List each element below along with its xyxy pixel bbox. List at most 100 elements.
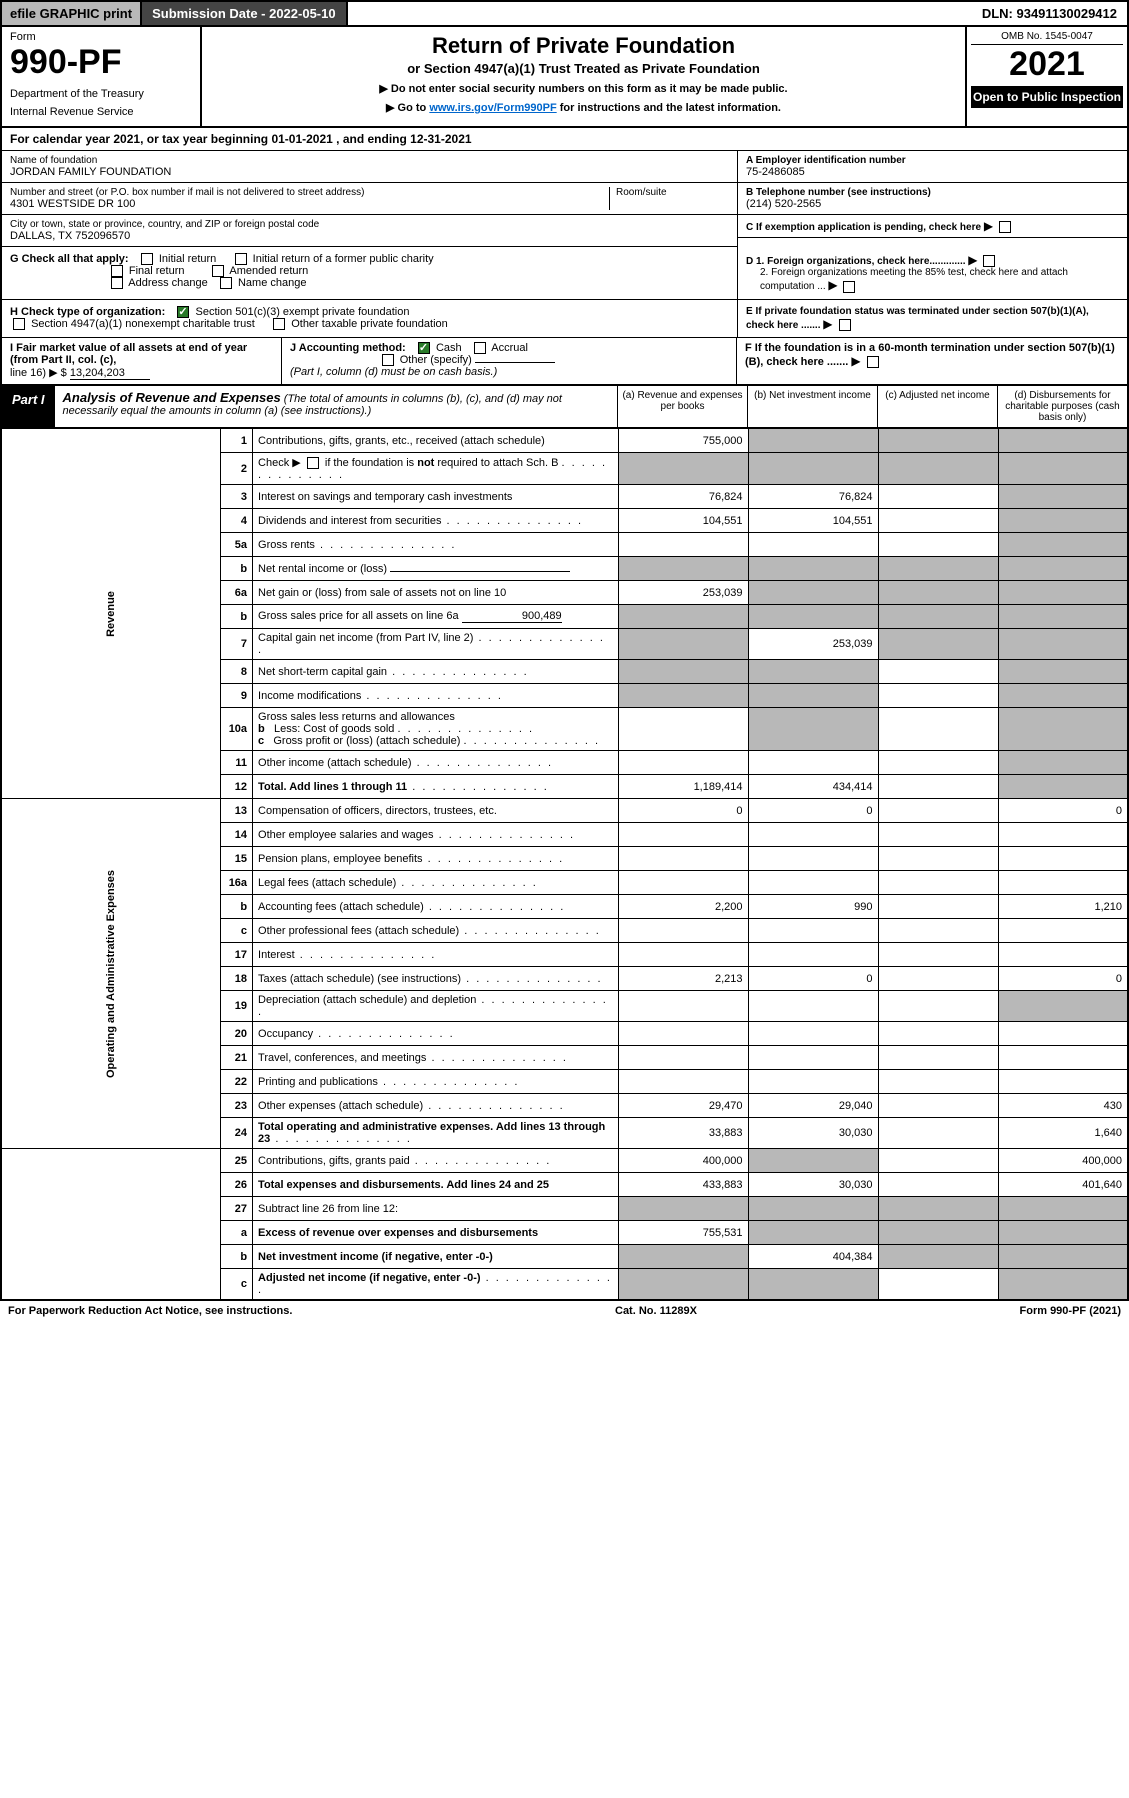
col-a bbox=[618, 660, 748, 684]
line-num: 7 bbox=[221, 629, 253, 660]
col-d: 430 bbox=[998, 1094, 1128, 1118]
col-a: 2,200 bbox=[618, 895, 748, 919]
col-a bbox=[618, 557, 748, 581]
line-num: b bbox=[221, 895, 253, 919]
line-desc: Other income (attach schedule) bbox=[253, 751, 618, 775]
part1-title-cell: Analysis of Revenue and Expenses (The to… bbox=[55, 386, 617, 427]
d1-checkbox[interactable] bbox=[983, 255, 995, 267]
sub-num: b bbox=[258, 723, 265, 735]
col-d bbox=[998, 660, 1128, 684]
form-number: 990-PF bbox=[10, 43, 192, 82]
col-b: 30,030 bbox=[748, 1173, 878, 1197]
line-desc: Taxes (attach schedule) (see instruction… bbox=[253, 967, 618, 991]
d2-checkbox[interactable] bbox=[843, 281, 855, 293]
line-num: 8 bbox=[221, 660, 253, 684]
g-initial-former-checkbox[interactable] bbox=[235, 253, 247, 265]
col-b bbox=[748, 708, 878, 751]
line-desc: Interest on savings and temporary cash i… bbox=[253, 485, 618, 509]
line-desc: Interest bbox=[253, 943, 618, 967]
col-d bbox=[998, 1269, 1128, 1301]
line-desc: Net rental income or (loss) bbox=[253, 557, 618, 581]
col-d bbox=[998, 533, 1128, 557]
col-a bbox=[618, 919, 748, 943]
col-c bbox=[878, 429, 998, 453]
line-num: b bbox=[221, 557, 253, 581]
col-d bbox=[998, 509, 1128, 533]
col-c bbox=[878, 1046, 998, 1070]
col-b: 30,030 bbox=[748, 1118, 878, 1149]
col-a bbox=[618, 943, 748, 967]
room-label: Room/suite bbox=[616, 187, 729, 198]
col-d bbox=[998, 429, 1128, 453]
h-nonexempt-checkbox[interactable] bbox=[13, 318, 25, 330]
h-other-checkbox[interactable] bbox=[273, 318, 285, 330]
g-final-checkbox[interactable] bbox=[111, 265, 123, 277]
col-c bbox=[878, 871, 998, 895]
c-checkbox[interactable] bbox=[999, 221, 1011, 233]
col-b bbox=[748, 871, 878, 895]
desc-text: Net rental income or (loss) bbox=[258, 563, 387, 575]
arrow-icon: ▶ bbox=[968, 253, 977, 267]
sch-b-checkbox[interactable] bbox=[307, 457, 319, 469]
col-b bbox=[748, 1269, 878, 1301]
desc-bold: Adjusted net income (if negative, enter … bbox=[258, 1272, 480, 1284]
line-desc: Income modifications bbox=[253, 684, 618, 708]
form-header: Form 990-PF Department of the Treasury I… bbox=[0, 27, 1129, 128]
col-b bbox=[748, 684, 878, 708]
g-section: G Check all that apply: Initial return I… bbox=[2, 247, 737, 299]
line-num: 4 bbox=[221, 509, 253, 533]
d1-label: D 1. Foreign organizations, check here..… bbox=[746, 256, 966, 267]
d-section: D 1. Foreign organizations, check here..… bbox=[737, 247, 1127, 299]
col-c bbox=[878, 1149, 998, 1173]
g-amended: Amended return bbox=[229, 265, 308, 277]
g-addr-checkbox[interactable] bbox=[111, 277, 123, 289]
note-2: ▶ Go to www.irs.gov/Form990PF for instru… bbox=[212, 101, 955, 114]
col-c bbox=[878, 991, 998, 1022]
h-exempt-checkbox[interactable] bbox=[177, 306, 189, 318]
g-initial-checkbox[interactable] bbox=[141, 253, 153, 265]
line-desc: Dividends and interest from securities bbox=[253, 509, 618, 533]
tel: (214) 520-2565 bbox=[746, 198, 1119, 210]
col-c bbox=[878, 660, 998, 684]
g-name-checkbox[interactable] bbox=[220, 277, 232, 289]
efile-label[interactable]: efile GRAPHIC print bbox=[2, 2, 142, 25]
col-a bbox=[618, 605, 748, 629]
line-num: 22 bbox=[221, 1070, 253, 1094]
col-d bbox=[998, 1070, 1128, 1094]
ein-label: A Employer identification number bbox=[746, 155, 1119, 166]
ein: 75-2486085 bbox=[746, 166, 1119, 178]
col-a: 755,531 bbox=[618, 1221, 748, 1245]
line-num: 16a bbox=[221, 871, 253, 895]
footer-left: For Paperwork Reduction Act Notice, see … bbox=[8, 1305, 292, 1317]
j-cash-checkbox[interactable] bbox=[418, 342, 430, 354]
j-other-checkbox[interactable] bbox=[382, 354, 394, 366]
col-b bbox=[748, 991, 878, 1022]
info-right: A Employer identification number 75-2486… bbox=[737, 151, 1127, 247]
note2-pre: ▶ Go to bbox=[386, 102, 429, 114]
col-a bbox=[618, 1046, 748, 1070]
e-checkbox[interactable] bbox=[839, 319, 851, 331]
line-desc: Total expenses and disbursements. Add li… bbox=[253, 1173, 618, 1197]
line-num: 27 bbox=[221, 1197, 253, 1221]
revenue-sidelabel: Revenue bbox=[1, 429, 221, 799]
irs-link[interactable]: www.irs.gov/Form990PF bbox=[429, 102, 556, 114]
col-a: 1,189,414 bbox=[618, 775, 748, 799]
line-num: 25 bbox=[221, 1149, 253, 1173]
col-d-header: (d) Disbursements for charitable purpose… bbox=[997, 386, 1127, 427]
col-a bbox=[618, 453, 748, 485]
line-num: 19 bbox=[221, 991, 253, 1022]
line-desc: Net gain or (loss) from sale of assets n… bbox=[253, 581, 618, 605]
g-name-change: Name change bbox=[238, 277, 307, 289]
col-d bbox=[998, 605, 1128, 629]
col-d bbox=[998, 453, 1128, 485]
ein-cell: A Employer identification number 75-2486… bbox=[738, 151, 1127, 183]
col-a: 29,470 bbox=[618, 1094, 748, 1118]
j-accrual-checkbox[interactable] bbox=[474, 342, 486, 354]
header-center: Return of Private Foundation or Section … bbox=[202, 27, 967, 126]
g-amended-checkbox[interactable] bbox=[212, 265, 224, 277]
col-c bbox=[878, 605, 998, 629]
line-num: 2 bbox=[221, 453, 253, 485]
name-label: Name of foundation bbox=[10, 155, 729, 166]
f-checkbox[interactable] bbox=[867, 356, 879, 368]
line-desc: Excess of revenue over expenses and disb… bbox=[253, 1221, 618, 1245]
